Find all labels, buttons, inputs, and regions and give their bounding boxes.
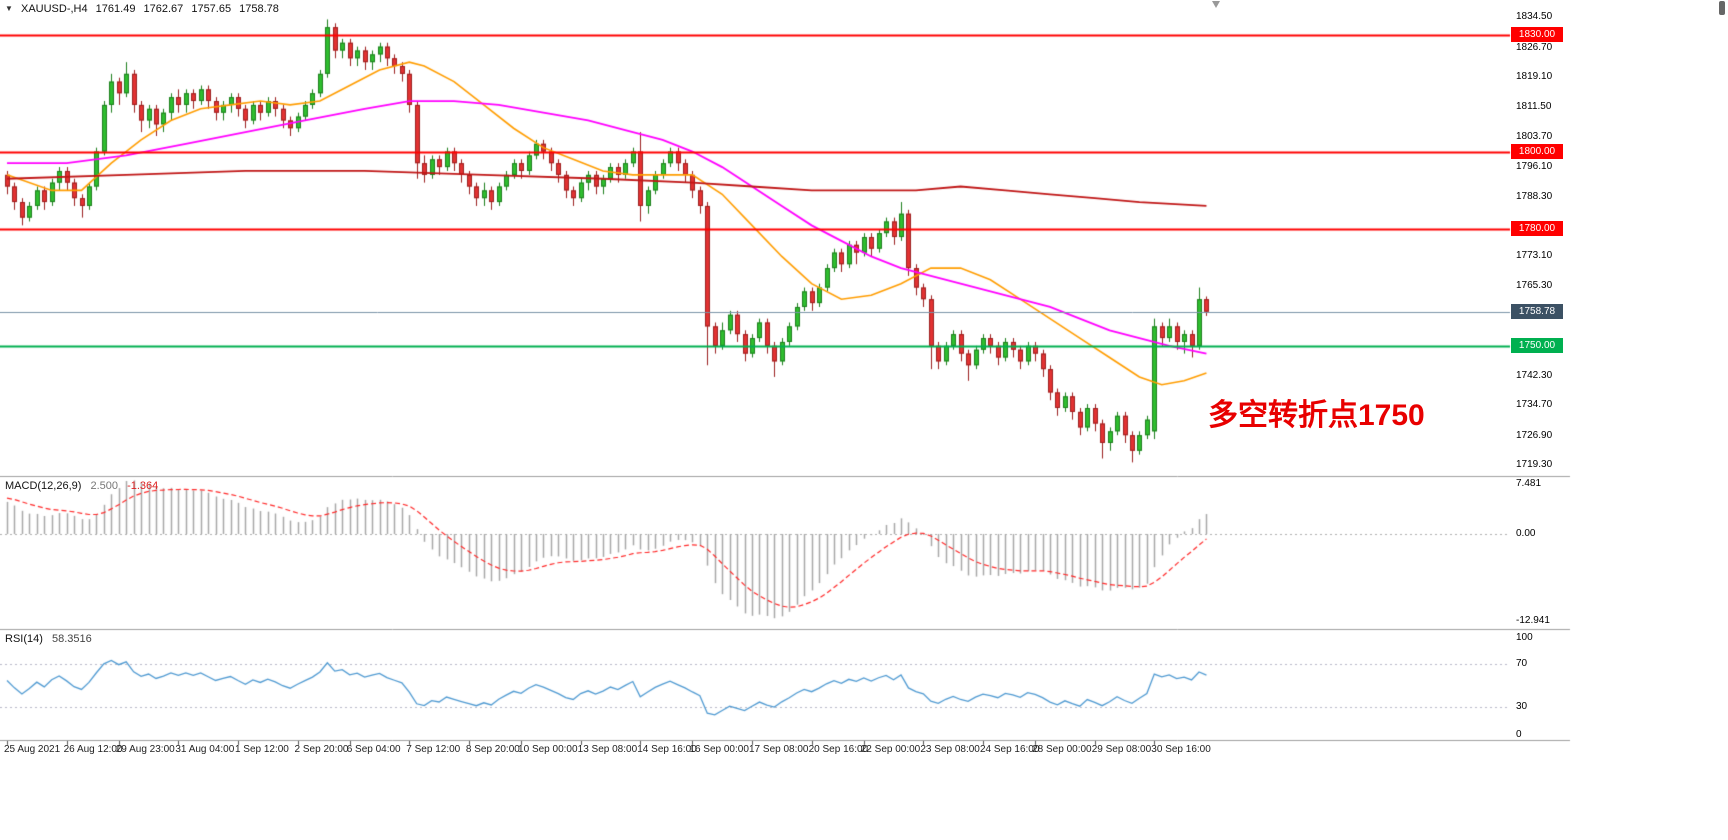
main-chart-pane[interactable] xyxy=(0,0,1510,476)
time-axis[interactable] xyxy=(0,741,1510,761)
price-axis[interactable] xyxy=(1510,0,1570,760)
rsi-pane[interactable] xyxy=(0,631,1510,740)
macd-pane[interactable] xyxy=(0,477,1510,628)
chart-shift-marker[interactable] xyxy=(1212,1,1220,8)
scrollbar-thumb[interactable] xyxy=(1719,1,1725,15)
